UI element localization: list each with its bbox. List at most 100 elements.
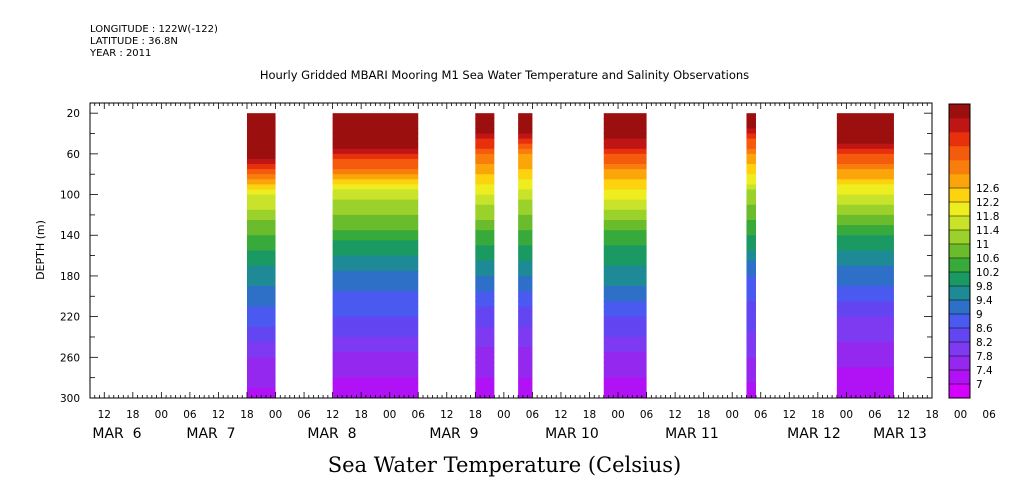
heatmap-cell	[475, 255, 495, 262]
heatmap-cell	[603, 392, 647, 398]
heatmap-cell	[836, 275, 894, 282]
heatmap-cell	[332, 387, 419, 394]
heatmap-cell	[475, 240, 495, 247]
heatmap-cell	[475, 164, 495, 170]
heatmap-cell	[603, 158, 647, 165]
heatmap-cell	[603, 367, 647, 374]
x-day-label: MAR 9	[429, 426, 478, 442]
heatmap-cell	[603, 128, 647, 135]
heatmap-cell	[475, 199, 495, 206]
heatmap-cell	[332, 291, 419, 297]
heatmap-cell	[518, 209, 533, 216]
heatmap-cell	[475, 387, 495, 394]
heatmap-cell	[836, 214, 894, 221]
colorbar-swatch	[949, 146, 970, 161]
heatmap-cell	[603, 113, 647, 119]
heatmap-cell	[332, 377, 419, 384]
heatmap-cell	[475, 184, 495, 191]
heatmap-cell	[246, 291, 276, 297]
colorbar-swatch	[949, 300, 970, 315]
heatmap-cell	[475, 316, 495, 323]
colorbar-frame	[948, 103, 971, 399]
heatmap-cell	[475, 362, 495, 369]
x-tick-label: 18	[697, 409, 710, 421]
heatmap-cell	[475, 367, 495, 374]
x-tick-label: 12	[668, 409, 681, 421]
heatmap-cell	[836, 331, 894, 338]
heatmap-cell	[836, 265, 894, 272]
heatmap-cell	[746, 347, 756, 353]
heatmap-cell	[603, 199, 647, 206]
x-tick-label: 00	[155, 409, 168, 421]
heatmap-cell	[246, 336, 276, 343]
heatmap-cell	[246, 219, 276, 226]
heatmap-cell	[603, 230, 647, 236]
heatmap-cell	[518, 118, 533, 124]
heatmap-area	[246, 113, 894, 398]
heatmap-cell	[475, 275, 495, 282]
heatmap-cell	[246, 260, 276, 267]
heatmap-cell	[518, 204, 533, 211]
colorbar-swatch	[949, 118, 970, 133]
heatmap-cell	[246, 194, 276, 201]
heatmap-cell	[518, 164, 533, 170]
heatmap-cell	[603, 387, 647, 394]
x-axis-title: Sea Water Temperature (Celsius)	[327, 453, 682, 477]
heatmap-cell	[332, 255, 419, 262]
heatmap-cell	[746, 382, 756, 389]
heatmap-cell	[246, 326, 276, 333]
heatmap-cell	[836, 118, 894, 124]
heatmap-cell	[603, 209, 647, 216]
heatmap-cell	[836, 189, 894, 196]
heatmap-cell	[246, 357, 276, 363]
heatmap-cell	[246, 281, 276, 287]
heatmap-cell	[332, 352, 419, 358]
heatmap-cell	[518, 382, 533, 389]
heatmap-cell	[603, 240, 647, 247]
heatmap-cell	[746, 316, 756, 323]
heatmap-cell	[518, 326, 533, 333]
heatmap-cell	[246, 174, 276, 180]
longitude-label: LONGITUDE : 122W(-122)	[90, 24, 218, 35]
heatmap-cell	[518, 286, 533, 292]
heatmap-cell	[332, 357, 419, 363]
heatmap-cell	[475, 265, 495, 272]
heatmap-cell	[475, 174, 495, 180]
heatmap-cell	[603, 377, 647, 384]
heatmap-cell	[746, 362, 756, 369]
heatmap-cell	[246, 311, 276, 318]
heatmap-cell	[603, 250, 647, 257]
heatmap-cell	[746, 204, 756, 211]
heatmap-cell	[518, 372, 533, 379]
heatmap-cell	[246, 158, 276, 165]
y-tick-label: 220	[60, 312, 80, 324]
data-segment	[518, 113, 533, 398]
heatmap-cell	[518, 174, 533, 180]
heatmap-cell	[475, 214, 495, 221]
heatmap-cell	[332, 265, 419, 272]
heatmap-cell	[836, 301, 894, 308]
heatmap-cell	[475, 204, 495, 211]
heatmap-cell	[475, 352, 495, 358]
heatmap-cell	[475, 372, 495, 379]
heatmap-cell	[603, 174, 647, 180]
heatmap-cell	[246, 250, 276, 257]
heatmap-cell	[518, 265, 533, 272]
heatmap-cell	[746, 296, 756, 302]
heatmap-cell	[246, 240, 276, 247]
heatmap-cell	[518, 148, 533, 155]
heatmap-cell	[603, 260, 647, 267]
heatmap-cell	[475, 347, 495, 353]
heatmap-cell	[603, 204, 647, 211]
heatmap-cell	[836, 362, 894, 369]
heatmap-cell	[518, 128, 533, 135]
data-segment	[475, 113, 495, 398]
x-tick-label: 06	[640, 409, 654, 421]
heatmap-cell	[246, 179, 276, 185]
heatmap-cell	[603, 235, 647, 241]
heatmap-cell	[332, 347, 419, 353]
heatmap-cell	[246, 123, 276, 130]
heatmap-cell	[332, 235, 419, 241]
